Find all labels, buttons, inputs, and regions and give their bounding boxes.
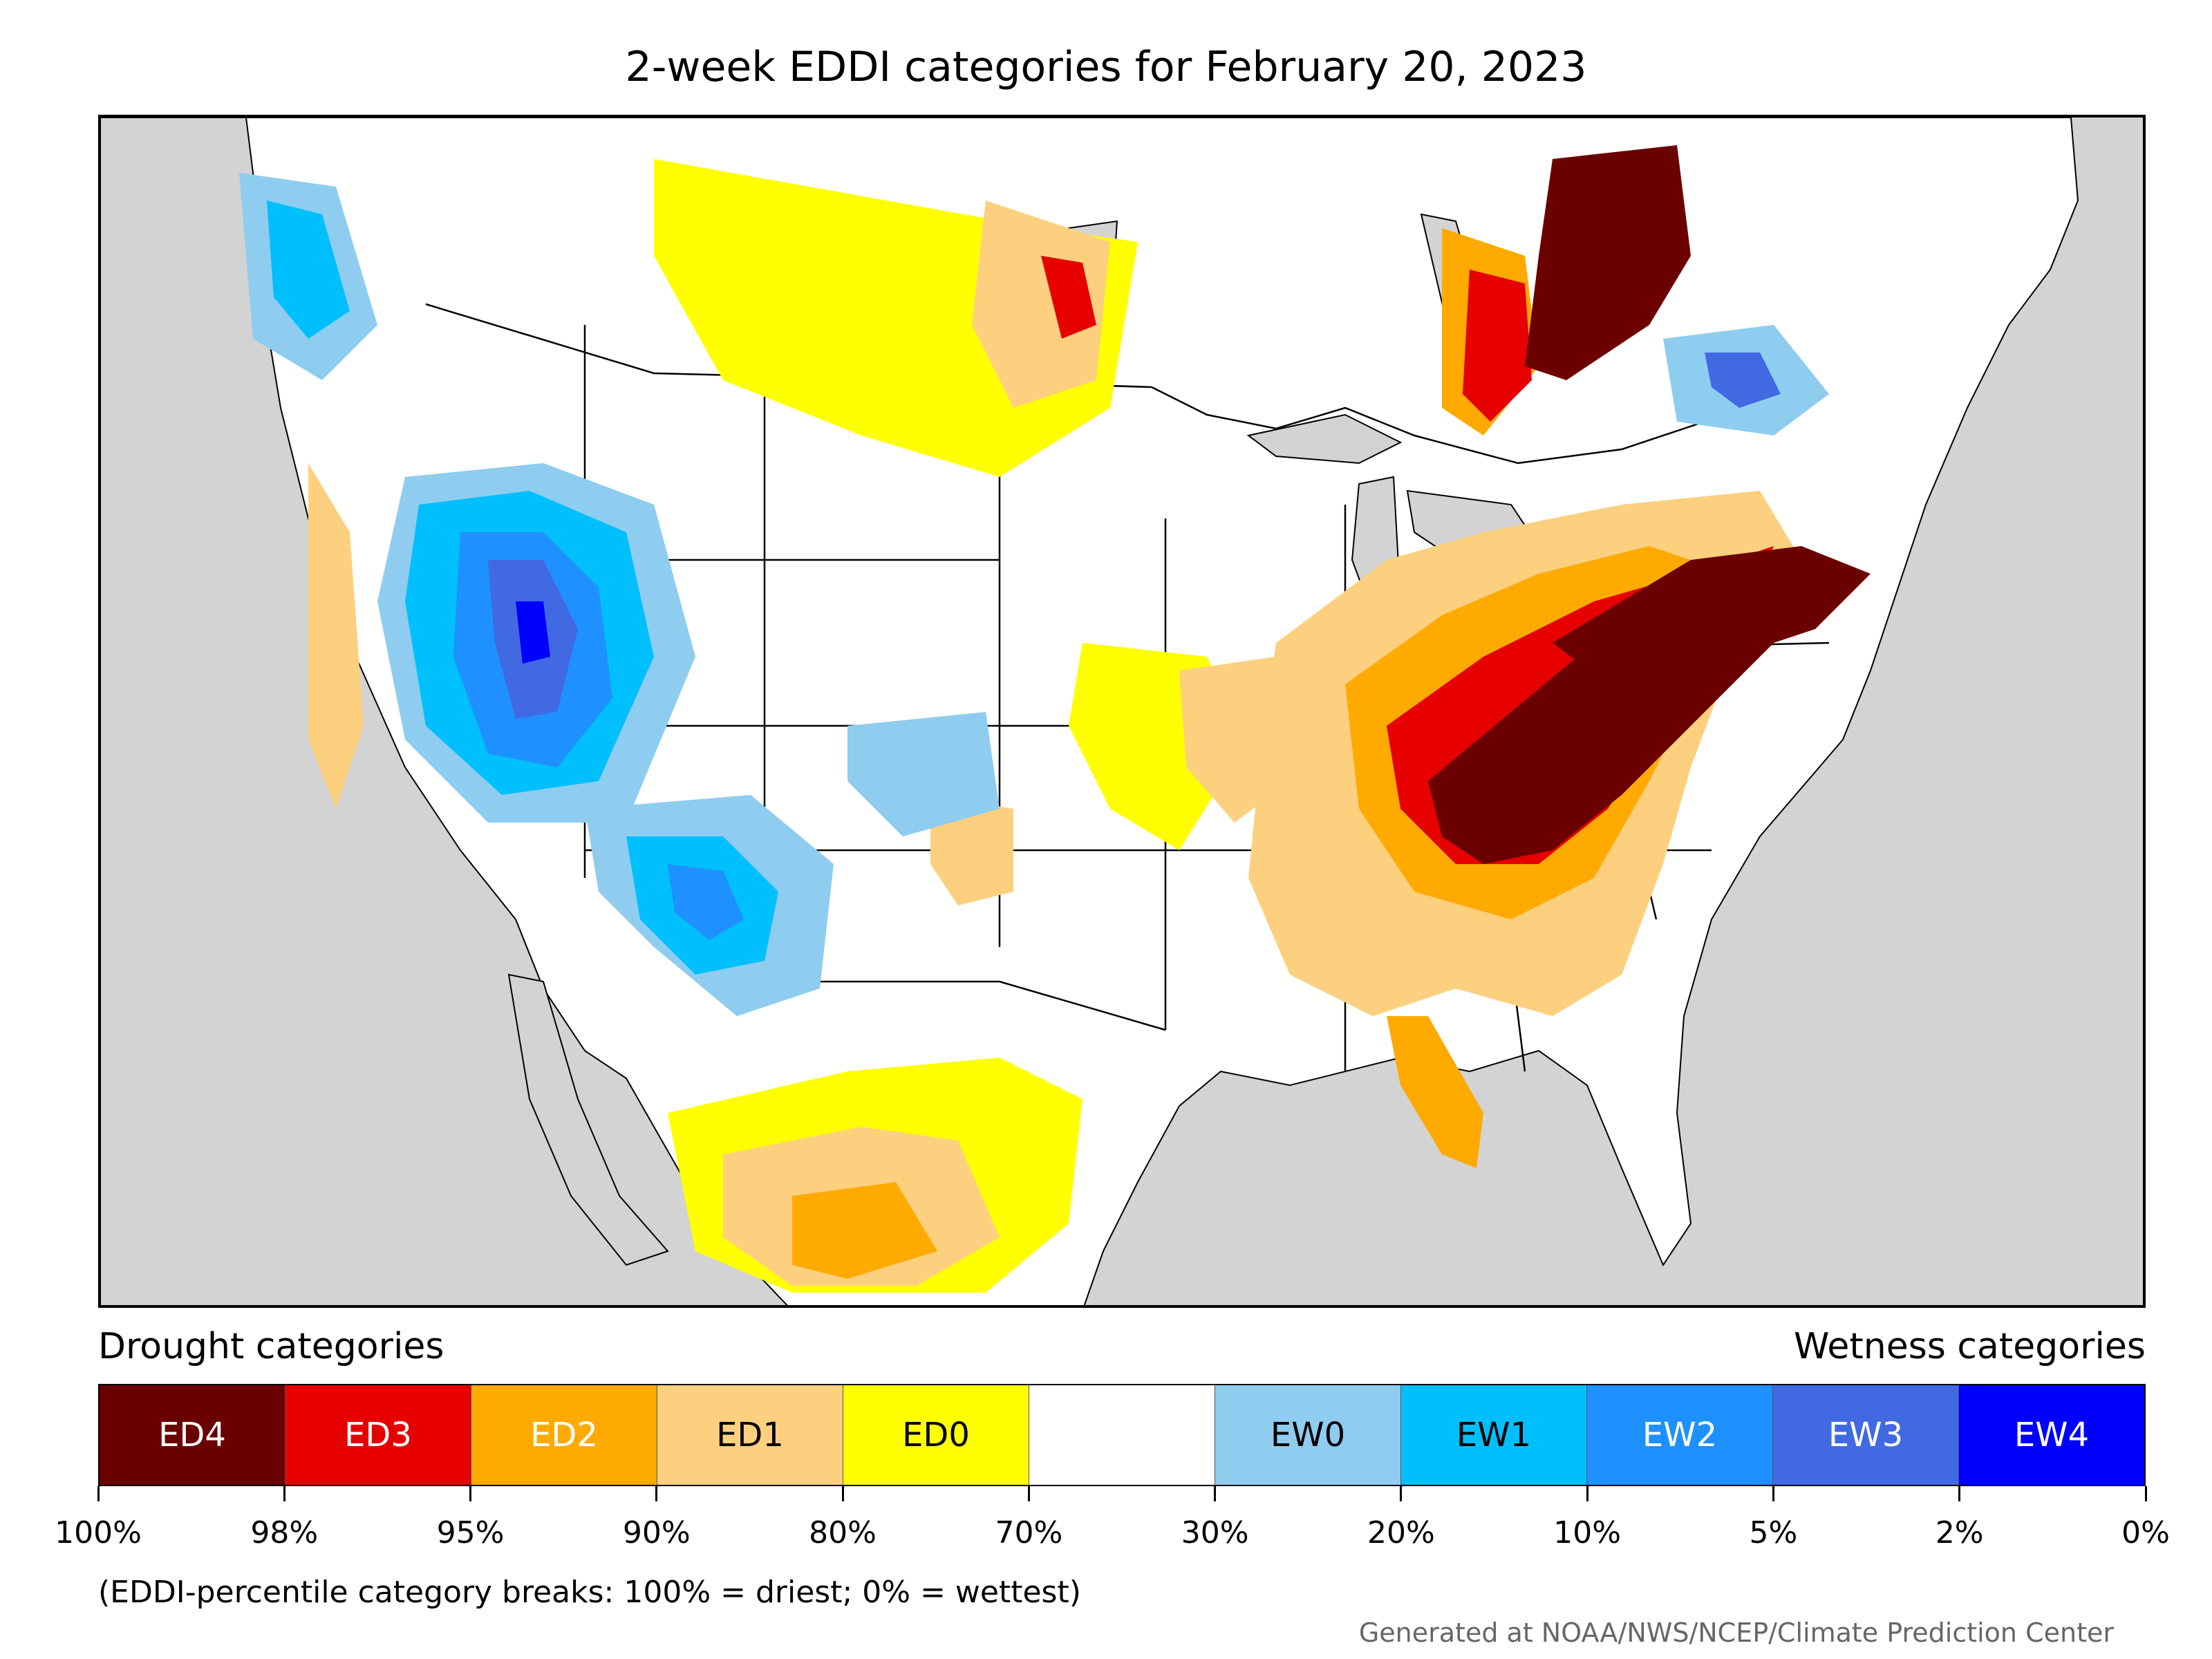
colorbar-box-ew0: EW0 [1215, 1385, 1401, 1485]
drought-patches [308, 145, 1871, 1293]
wetness-categories-label: Wetness categories [1794, 1326, 2146, 1367]
wetness-patches [239, 173, 1829, 1016]
colorbar-box-ed2: ED2 [471, 1385, 657, 1485]
colorbar-box-ed4: ED4 [100, 1385, 285, 1485]
drought-categories-label: Drought categories [98, 1326, 444, 1367]
colorbar: ED4 ED3 ED2 ED1 ED0 EW0 EW1 EW2 EW3 EW4 [98, 1384, 2146, 1486]
map-title: 2-week EDDI categories for February 20, … [625, 43, 1587, 91]
colorbar-box-ew1: EW1 [1401, 1385, 1587, 1485]
colorbar-box-ew3: EW3 [1773, 1385, 1959, 1485]
colorbar-tick [1027, 1486, 1030, 1501]
colorbar-box-ed0: ED0 [843, 1385, 1029, 1485]
colorbar-tick-label: 30% [1181, 1515, 1249, 1550]
colorbar-box-ed3: ED3 [285, 1385, 471, 1485]
eddi-map [98, 115, 2146, 1308]
colorbar-tick [841, 1486, 844, 1501]
colorbar-tick [1214, 1486, 1217, 1501]
colorbar-box-ew2: EW2 [1587, 1385, 1773, 1485]
colorbar-tick-label: 98% [250, 1515, 319, 1550]
colorbar-tick [1772, 1486, 1774, 1501]
map-canvas [101, 118, 2079, 1305]
colorbar-box-normal [1029, 1385, 1215, 1485]
colorbar-tick-label: 70% [995, 1515, 1063, 1550]
colorbar-tick-label: 100% [55, 1515, 142, 1550]
colorbar-tick [1586, 1486, 1588, 1501]
colorbar-tick [97, 1486, 100, 1501]
colorbar-tick-label: 95% [436, 1515, 505, 1550]
colorbar-tick-label: 5% [1749, 1515, 1798, 1550]
colorbar-tick-label: 10% [1553, 1515, 1622, 1550]
colorbar-box-ed1: ED1 [657, 1385, 843, 1485]
colorbar-tick [283, 1486, 285, 1501]
colorbar-tick-label: 80% [809, 1515, 877, 1550]
colorbar-tick [1958, 1486, 1961, 1501]
colorbar-box-ew4: EW4 [1959, 1385, 2144, 1485]
colorbar-tick [1400, 1486, 1403, 1501]
colorbar-tick-label: 90% [622, 1515, 691, 1550]
credit-line: Generated at NOAA/NWS/NCEP/Climate Predi… [1358, 1618, 2114, 1648]
colorbar-tick [655, 1486, 658, 1501]
colorbar-tick-label: 20% [1367, 1515, 1435, 1550]
colorbar-tick-label: 2% [1935, 1515, 1984, 1550]
category-breaks-note: (EDDI-percentile category breaks: 100% =… [98, 1575, 1081, 1610]
colorbar-tick [469, 1486, 472, 1501]
colorbar-tick [2144, 1486, 2147, 1501]
gulf-of-california [507, 973, 669, 1266]
colorbar-tick-label: 0% [2121, 1515, 2170, 1550]
